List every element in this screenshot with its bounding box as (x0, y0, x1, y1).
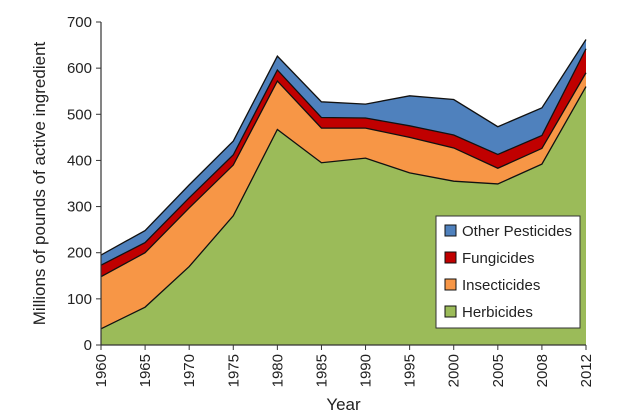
y-tick-label: 500 (67, 106, 92, 123)
legend-label-insecticides: Insecticides (462, 277, 540, 294)
line-fungicides (100, 48, 587, 266)
legend: Other Pesticides Fungicides Insecticides He… (435, 215, 581, 329)
axes (100, 22, 586, 346)
legend-swatch-herbicides (444, 305, 457, 318)
x-tick-label: 1975 (225, 354, 242, 387)
y-tick-label: 400 (67, 152, 92, 169)
x-axis-ticks: 1960 1965 1970 1975 1980 1985 1990 1995 2000 2005… (93, 345, 595, 387)
y-axis-ticks: 0 100 200 300 400 500 600 700 (67, 14, 101, 354)
x-axis-title: Year (326, 395, 361, 414)
y-tick-label: 300 (67, 199, 92, 216)
x-tick-label: 1995 (402, 354, 419, 387)
legend-swatch-fungicides (444, 251, 457, 264)
y-tick-label: 200 (67, 245, 92, 262)
y-axis-title: Millions of pounds of active ingredient (30, 41, 49, 325)
x-tick-label: 1960 (93, 354, 110, 387)
legend-label-herbicides: Herbicides (462, 304, 533, 321)
legend-swatch-other-pesticides (444, 224, 457, 237)
y-tick-label: 600 (67, 60, 92, 77)
x-tick-label: 1990 (358, 354, 375, 387)
line-insecticides (100, 72, 587, 278)
x-tick-label: 1965 (137, 354, 154, 387)
area-fungicides (101, 48, 586, 277)
y-tick-label: 700 (67, 14, 92, 31)
y-tick-label: 100 (67, 291, 92, 308)
x-tick-label: 2000 (446, 354, 463, 387)
legend-box (435, 215, 581, 329)
y-tick-label: 0 (84, 337, 92, 354)
legend-label-fungicides: Fungicides (462, 250, 535, 267)
line-other-pesticides (100, 39, 587, 256)
x-tick-label: 1985 (313, 354, 330, 387)
x-tick-label: 2008 (534, 354, 551, 387)
legend-swatch-insecticides (444, 278, 457, 291)
line-herbicides (100, 86, 587, 330)
x-tick-label: 1980 (269, 354, 286, 387)
x-tick-label: 2012 (578, 354, 595, 387)
x-tick-label: 1970 (181, 354, 198, 387)
legend-label-other-pesticides: Other Pesticides (462, 223, 572, 240)
area-insecticides (101, 72, 586, 329)
x-tick-label: 2005 (490, 354, 507, 387)
